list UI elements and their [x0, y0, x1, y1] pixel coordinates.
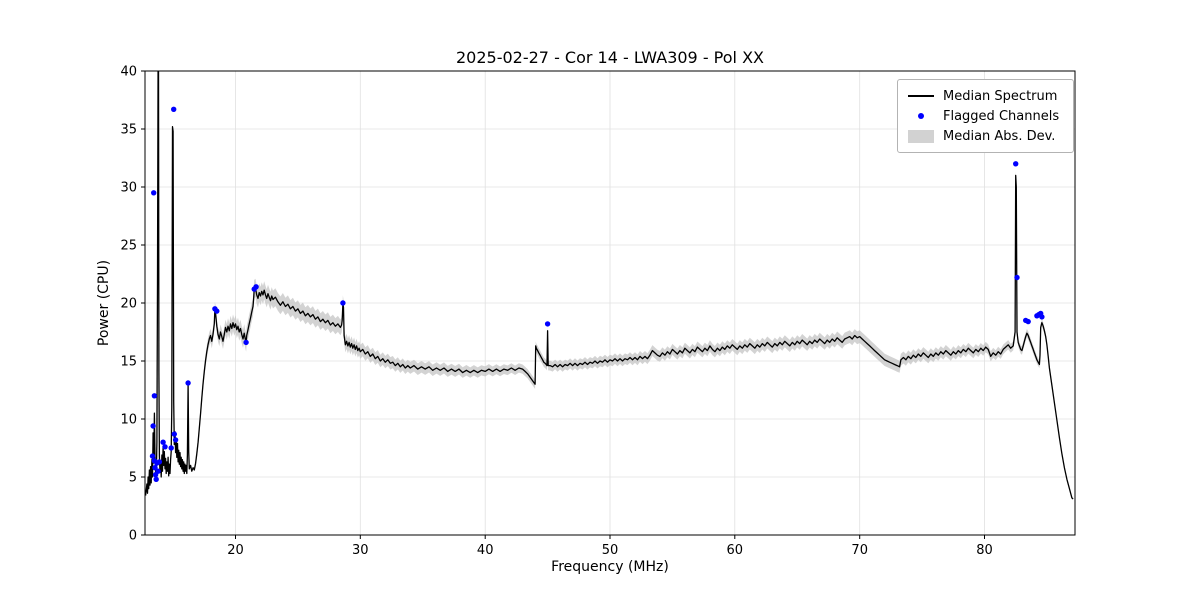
flagged-channel-point: [253, 284, 259, 290]
y-ticks: 0 5 10 15 20 25 30 35 40: [120, 65, 145, 544]
x-axis-label: Frequency (MHz): [551, 559, 669, 575]
flagged-channel-point: [153, 476, 159, 482]
x-tick-label: 30: [352, 543, 369, 558]
flagged-channel-points: [149, 106, 1045, 482]
x-tick-label: 70: [851, 543, 868, 558]
flagged-channel-point: [1025, 318, 1031, 325]
flagged-channel-point: [162, 444, 168, 450]
flagged-channel-point: [1013, 161, 1019, 167]
flagged-channels-dot-sample: [908, 113, 934, 119]
flagged-channel-point: [149, 453, 156, 459]
x-tick-label: 40: [477, 543, 494, 558]
y-tick-label: 40: [120, 65, 137, 80]
median-spectrum-line-sample: [908, 95, 934, 97]
flagged-channel-point: [544, 321, 551, 327]
flagged-channel-point: [168, 445, 174, 451]
legend-label: Flagged Channels: [943, 108, 1060, 124]
y-tick-label: 5: [129, 471, 137, 486]
flagged-channel-point: [156, 459, 163, 465]
flagged-channel-point: [214, 308, 220, 314]
x-tick-label: 20: [227, 543, 244, 558]
legend: Median Spectrum Flagged Channels Median …: [897, 79, 1074, 153]
flagged-channel-point: [151, 393, 158, 399]
legend-label: Median Spectrum: [943, 88, 1058, 104]
x-tick-label: 50: [602, 543, 619, 558]
flagged-channel-point: [243, 339, 249, 346]
flagged-channel-point: [340, 300, 346, 306]
legend-label: Median Abs. Dev.: [943, 128, 1056, 144]
flagged-channel-point: [150, 423, 156, 429]
chart-title: 2025-02-27 - Cor 14 - LWA309 - Pol XX: [456, 48, 764, 67]
y-tick-label: 35: [120, 123, 137, 138]
y-tick-label: 15: [120, 355, 137, 370]
flagged-channel-point: [1039, 314, 1045, 320]
mad-patch-sample: [908, 129, 934, 143]
flagged-channel-point: [152, 465, 158, 471]
x-tick-label: 60: [727, 543, 744, 558]
legend-item-mad: Median Abs. Dev.: [908, 126, 1063, 146]
flagged-channel-point: [151, 190, 157, 196]
flagged-channel-point: [172, 437, 179, 443]
flagged-channel-point: [171, 431, 177, 437]
median-spectrum-line: [145, 71, 1074, 500]
legend-item-median-spectrum: Median Spectrum: [908, 86, 1063, 106]
y-axis-label: Power (CPU): [96, 259, 112, 347]
x-tick-label: 80: [976, 543, 993, 558]
flagged-channel-point: [160, 439, 166, 445]
flagged-channel-point: [171, 106, 177, 113]
y-tick-label: 10: [120, 413, 137, 428]
x-ticks: 20 30 40 50 60 70 80: [227, 535, 993, 558]
y-tick-label: 25: [120, 239, 137, 254]
flagged-channel-point: [185, 380, 191, 386]
y-tick-label: 0: [129, 529, 137, 544]
y-tick-label: 30: [120, 181, 137, 196]
y-tick-label: 20: [120, 297, 137, 312]
flagged-channel-point: [1014, 274, 1020, 281]
flagged-channel-point: [155, 468, 161, 474]
legend-item-flagged-channels: Flagged Channels: [908, 106, 1063, 126]
